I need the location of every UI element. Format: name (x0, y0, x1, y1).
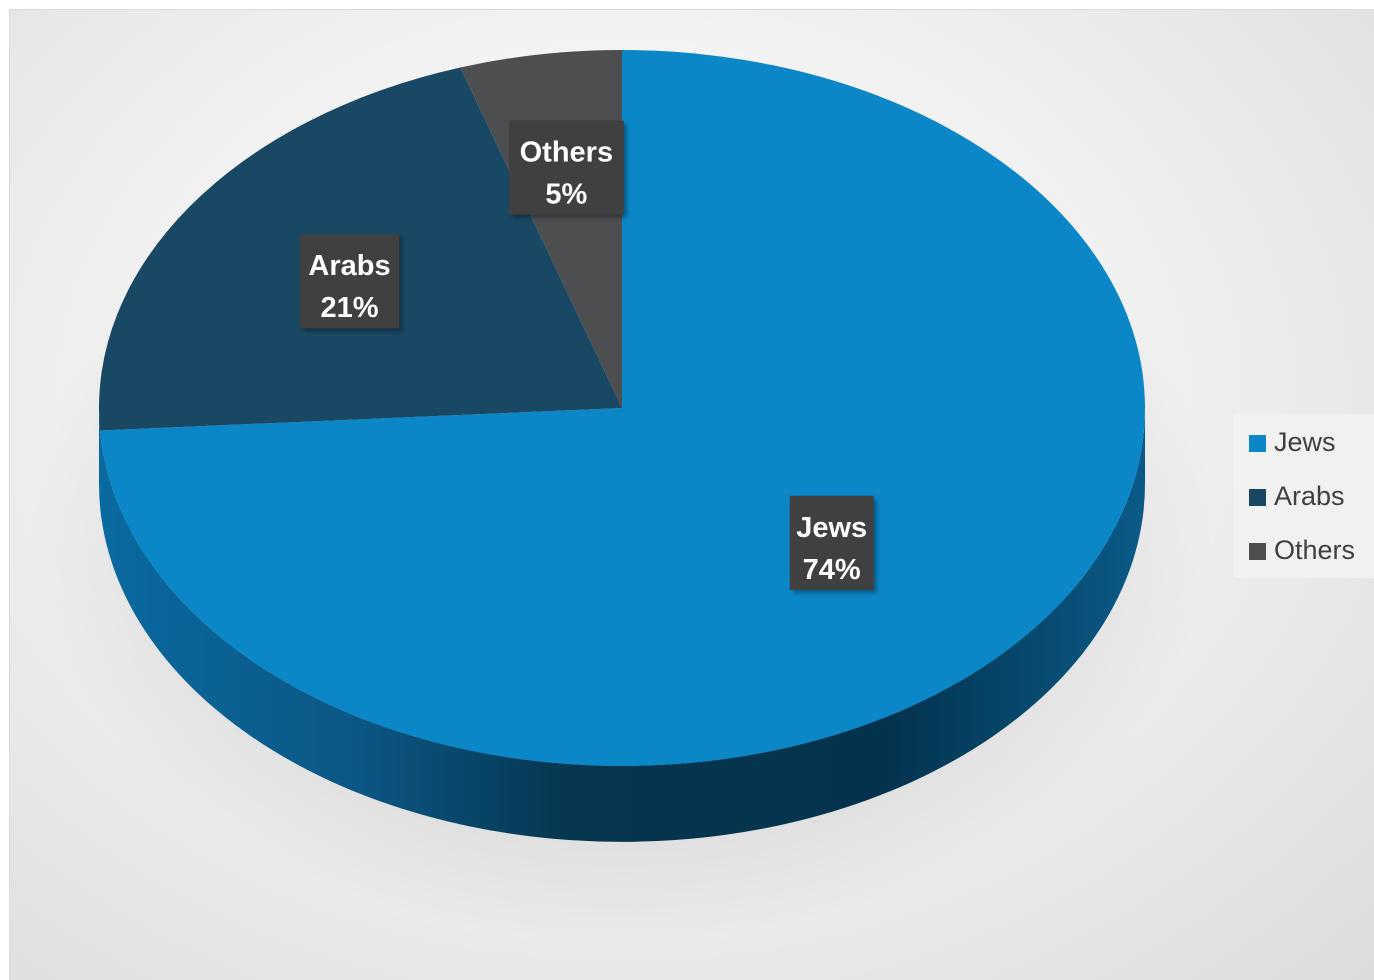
data-label-box (789, 495, 874, 590)
data-label-arabs: Arabs 21% (299, 234, 400, 329)
legend-item-jews: Jews (1234, 426, 1374, 480)
legend-swatch (1249, 489, 1266, 506)
pie-slice-jews (100, 50, 1146, 766)
legend-item-arabs: Arabs (1234, 480, 1374, 534)
data-label-category: Arabs (308, 250, 390, 282)
data-label-percent: 74% (803, 554, 861, 586)
pie-side-wall (99, 408, 1145, 842)
data-label-box (508, 120, 624, 215)
data-label-others: Others 5% (508, 120, 624, 215)
legend-swatch (1249, 435, 1266, 452)
legend-label: Arabs (1274, 481, 1345, 511)
legend-label: Jews (1274, 427, 1336, 457)
legend: Jews Arabs Others (1234, 414, 1374, 578)
legend-label: Others (1274, 535, 1356, 565)
data-label-percent: 5% (545, 179, 587, 211)
data-label-percent: 21% (320, 292, 378, 324)
data-label-jews: Jews 74% (789, 495, 874, 590)
legend-swatch (1249, 543, 1266, 560)
data-label-category: Others (520, 137, 613, 169)
data-label-box (299, 234, 400, 329)
data-label-category: Jews (796, 512, 867, 544)
legend-item-others: Others (1234, 534, 1374, 588)
